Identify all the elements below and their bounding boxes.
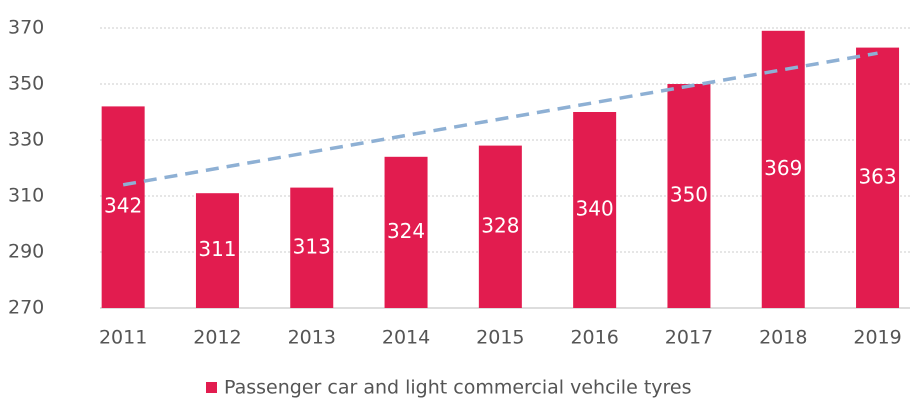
value-label: 311 bbox=[198, 237, 236, 261]
x-tick-label: 2013 bbox=[288, 327, 336, 349]
x-tick-label: 2019 bbox=[853, 327, 901, 349]
value-label: 328 bbox=[481, 213, 519, 237]
bar bbox=[667, 84, 711, 308]
x-tick-label: 2014 bbox=[382, 327, 430, 349]
x-tick-label: 2016 bbox=[570, 327, 618, 349]
bar bbox=[290, 187, 334, 308]
value-label: 324 bbox=[387, 219, 425, 243]
value-label: 342 bbox=[104, 194, 142, 218]
legend-label: Passenger car and light commercial vehci… bbox=[224, 377, 692, 399]
y-tick-label: 310 bbox=[8, 185, 44, 207]
bar bbox=[761, 30, 805, 309]
bar bbox=[195, 193, 239, 308]
bar bbox=[384, 156, 428, 308]
y-tick-label: 350 bbox=[8, 73, 44, 95]
bar bbox=[478, 145, 522, 308]
x-tick-label: 2015 bbox=[476, 327, 524, 349]
x-tick-label: 2018 bbox=[759, 327, 807, 349]
value-label: 363 bbox=[858, 164, 896, 188]
y-tick-label: 290 bbox=[8, 241, 44, 263]
y-tick-label: 330 bbox=[8, 129, 44, 151]
value-label: 340 bbox=[576, 197, 614, 221]
value-label: 313 bbox=[293, 234, 331, 258]
value-label: 369 bbox=[764, 156, 802, 180]
legend-swatch bbox=[206, 382, 217, 393]
x-tick-label: 2012 bbox=[193, 327, 241, 349]
trendline bbox=[122, 51, 878, 187]
x-tick-label: 2017 bbox=[665, 327, 713, 349]
bar bbox=[856, 47, 900, 308]
x-tick-label: 2011 bbox=[99, 327, 147, 349]
y-tick-label: 370 bbox=[8, 17, 44, 39]
bar bbox=[573, 112, 617, 308]
bar bbox=[101, 106, 145, 309]
value-label: 350 bbox=[670, 183, 708, 207]
y-tick-label: 270 bbox=[8, 297, 44, 319]
